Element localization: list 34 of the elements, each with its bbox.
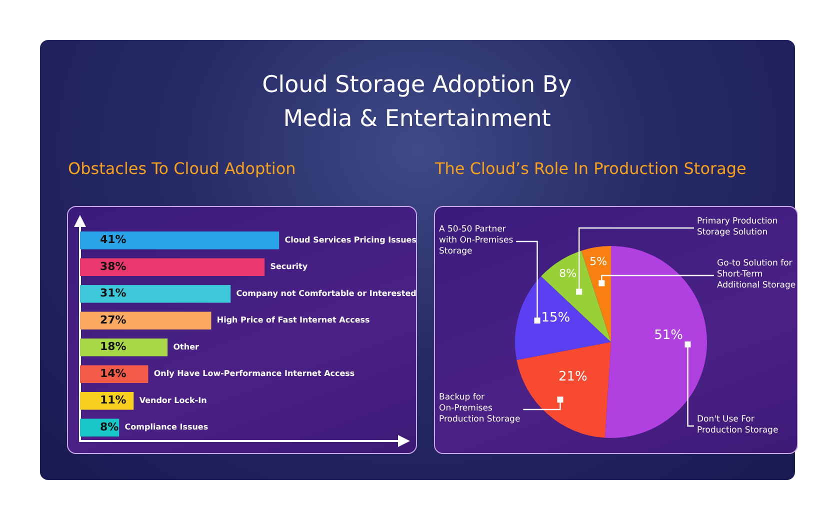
data-label: 14%	[100, 366, 126, 380]
y-tick-label: Vendor Lock-In	[139, 396, 208, 405]
data-label: 51%	[654, 328, 684, 344]
data-label: 15%	[541, 310, 570, 326]
data-label: 31%	[100, 286, 126, 300]
y-tick-label: High Price of Fast Internet Access	[216, 316, 370, 325]
y-tick-label: Other	[173, 342, 199, 352]
data-label: 21%	[558, 370, 588, 385]
slice-label: Backup for On-Premises Production Storage	[439, 392, 520, 424]
data-label: 41%	[100, 233, 126, 246]
chart-title: The Cloud’s Role In Production Storage	[435, 159, 746, 178]
data-label: 8%	[100, 420, 119, 434]
slice-label: Primary Production Storage Solution	[697, 216, 778, 238]
data-label: 18%	[100, 340, 126, 354]
bar	[80, 232, 280, 250]
data-label: 38%	[100, 260, 126, 273]
bar	[80, 338, 168, 356]
y-tick-label: Only Have Low-Performance Internet Access	[154, 369, 355, 378]
data-label: 8%	[559, 266, 577, 280]
y-tick-label: Compliance Issues	[124, 422, 208, 432]
slice-label: A 50-50 Partner with On-Premises Storage	[439, 224, 514, 256]
slice-label: Don't Use For Production Storage	[697, 414, 778, 436]
text: Cloud Storage Adoption By Media & Entertainment	[261, 71, 573, 134]
bar	[80, 285, 231, 303]
slice-label: Go-to Solution for Short-Term Additional Storage	[717, 258, 796, 290]
chart-subtitle: Obstacles To Cloud Adoption	[68, 159, 296, 178]
bar	[80, 258, 265, 276]
bar	[80, 312, 212, 330]
data-label: 11%	[100, 394, 126, 407]
data-label: 5%	[590, 255, 608, 268]
data-label: 27%	[100, 313, 126, 326]
y-tick-label: Cloud Services Pricing Issues	[284, 235, 417, 244]
y-tick-label: Security	[270, 262, 308, 272]
y-tick-label: Company not Comfortable or Interested	[236, 288, 417, 298]
